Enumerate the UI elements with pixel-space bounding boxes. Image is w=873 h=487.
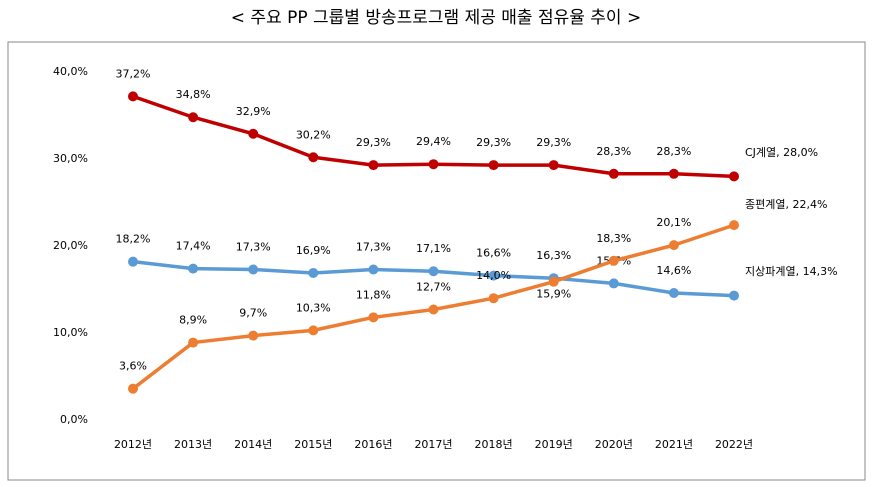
x-tick-label: 2013년	[174, 438, 212, 451]
x-tick-label: 2022년	[715, 438, 753, 451]
marker	[428, 159, 439, 170]
marker	[488, 160, 499, 171]
series-end-label: 종편계열, 22,4%	[745, 198, 827, 211]
x-tick-label: 2021년	[655, 438, 693, 451]
marker	[488, 270, 499, 281]
data-label: 16,9%	[296, 244, 331, 257]
marker	[729, 171, 739, 182]
y-tick-label: 10,0%	[53, 326, 88, 339]
data-label: 11,8%	[356, 288, 391, 301]
data-label: 16,3%	[536, 249, 571, 262]
marker	[188, 263, 199, 274]
data-label: 14,6%	[656, 264, 691, 277]
series-end-label: CJ계열, 28,0%	[745, 146, 818, 159]
data-label: 34,8%	[176, 88, 211, 101]
chart-border	[7, 41, 866, 481]
data-label: 32,9%	[236, 105, 271, 118]
data-label: 37,2%	[116, 67, 151, 80]
data-label: 29,3%	[476, 136, 511, 149]
separator: ,	[785, 198, 792, 211]
data-label: 28,0%	[783, 146, 818, 159]
data-label: 10,3%	[296, 301, 331, 314]
y-tick-label: 0,0%	[60, 413, 88, 426]
marker	[308, 267, 319, 278]
x-tick-label: 2019년	[535, 438, 573, 451]
marker	[668, 287, 679, 298]
series-name: CJ계열	[745, 146, 776, 159]
marker	[668, 168, 679, 179]
data-label: 17,4%	[176, 240, 211, 253]
data-label: 29,3%	[536, 136, 571, 149]
marker	[488, 293, 499, 304]
x-tick-label: 2015년	[294, 438, 332, 451]
marker	[248, 330, 259, 341]
data-label: 20,1%	[656, 216, 691, 229]
marker	[188, 337, 199, 348]
marker	[428, 304, 439, 315]
marker	[608, 278, 619, 289]
data-label: 14,3%	[803, 265, 838, 278]
data-label: 9,7%	[239, 307, 267, 320]
marker	[368, 264, 379, 275]
data-label: 28,3%	[596, 145, 631, 158]
data-label: 17,3%	[356, 240, 391, 253]
x-tick-label: 2016년	[354, 438, 392, 451]
marker	[368, 160, 379, 171]
data-label: 17,3%	[236, 240, 271, 253]
y-tick-label: 30,0%	[53, 152, 88, 165]
data-label: 8,9%	[179, 314, 207, 327]
marker	[608, 255, 619, 266]
marker	[608, 168, 619, 179]
data-label: 22,4%	[792, 198, 827, 211]
data-label: 12,7%	[416, 281, 451, 294]
data-label: 29,3%	[356, 136, 391, 149]
data-label: 16,6%	[476, 247, 511, 260]
marker	[128, 256, 138, 267]
data-label: 28,3%	[656, 145, 691, 158]
marker	[548, 160, 559, 171]
marker	[308, 152, 319, 163]
marker	[248, 264, 259, 275]
series-name: 종편계열	[745, 198, 785, 211]
x-tick-label: 2020년	[595, 438, 633, 451]
data-label: 30,2%	[296, 128, 331, 141]
marker	[248, 128, 259, 139]
x-tick-label: 2018년	[475, 438, 513, 451]
x-tick-label: 2014년	[234, 438, 272, 451]
series-end-label: 지상파계열, 14,3%	[745, 265, 838, 278]
separator: ,	[796, 265, 803, 278]
y-tick-label: 40,0%	[53, 65, 88, 78]
marker	[729, 220, 739, 231]
y-tick-label: 20,0%	[53, 239, 88, 252]
marker	[729, 290, 739, 301]
x-tick-label: 2017년	[414, 438, 452, 451]
data-label: 18,2%	[116, 233, 151, 246]
x-tick-label: 2012년	[114, 438, 152, 451]
marker	[368, 312, 379, 323]
marker	[548, 276, 559, 287]
chart-title: < 주요 PP 그룹별 방송프로그램 제공 매출 점유율 추이 >	[231, 8, 641, 28]
data-label: 14,0%	[476, 269, 511, 282]
marker	[128, 383, 138, 394]
marker	[308, 325, 319, 336]
marker	[428, 266, 439, 277]
data-label: 29,4%	[416, 135, 451, 148]
marker	[668, 240, 679, 251]
separator: ,	[776, 146, 783, 159]
data-label: 18,3%	[596, 232, 631, 245]
series-name: 지상파계열	[745, 265, 796, 278]
data-label: 15,9%	[536, 288, 571, 301]
marker	[128, 91, 138, 102]
data-label: 3,6%	[119, 360, 147, 373]
data-label: 17,1%	[416, 242, 451, 255]
marker	[188, 112, 199, 123]
